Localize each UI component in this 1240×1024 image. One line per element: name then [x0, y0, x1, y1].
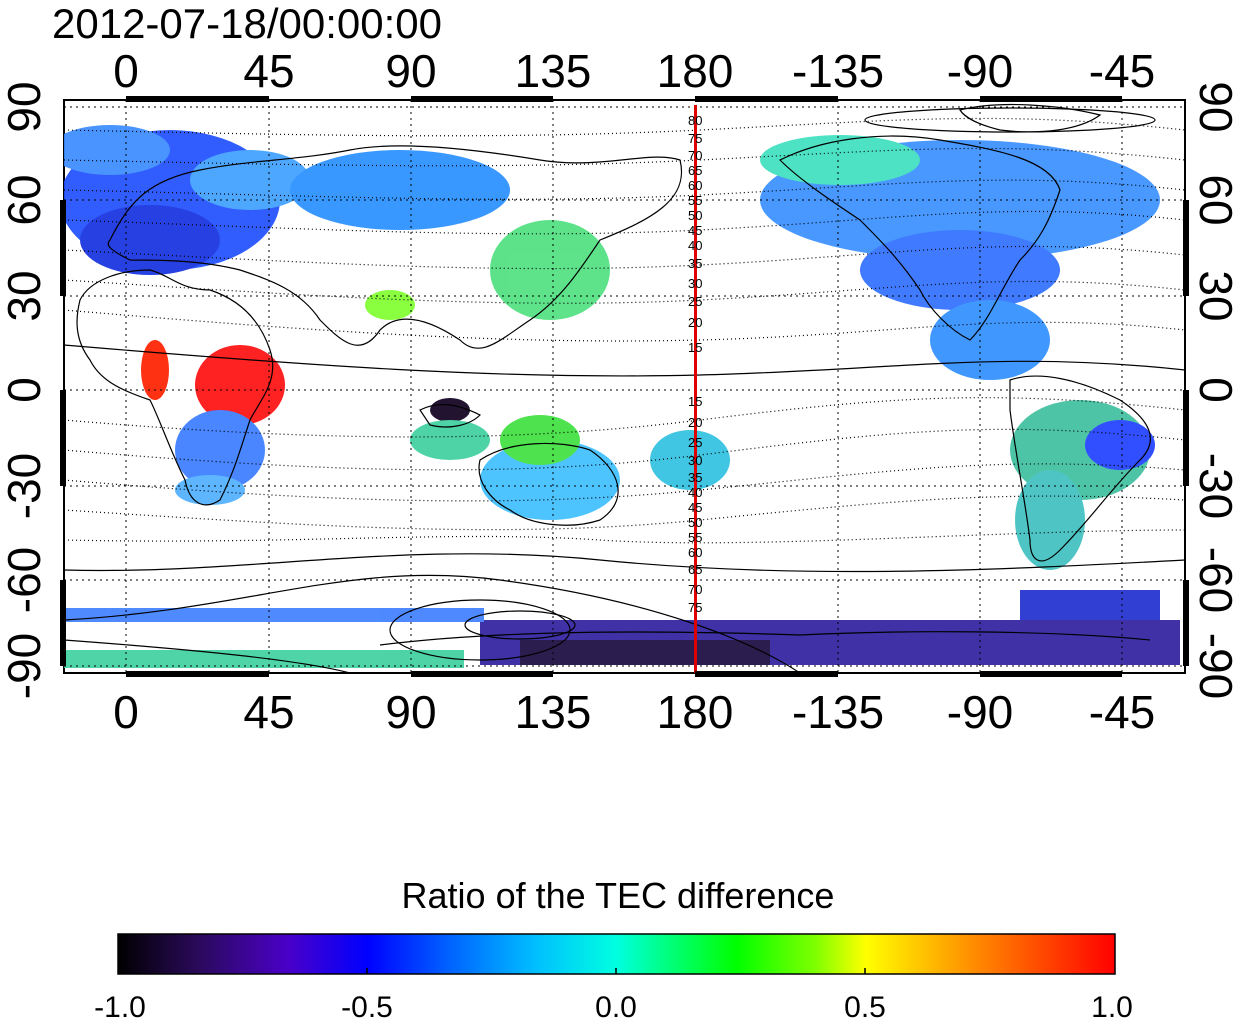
top-lon-axis: 0 45 90 135 180 -135 -90 -45	[113, 45, 1155, 97]
graticule	[64, 100, 1185, 673]
tec-data-layer	[64, 125, 1180, 668]
contour-label-s45: 45	[688, 500, 702, 515]
right-lat-label: 60	[1190, 174, 1240, 225]
contour-label-s50: 50	[688, 515, 702, 530]
bottom-lon-label: -90	[947, 686, 1013, 738]
contour-label-s75: 75	[688, 600, 702, 615]
contour-label-s60: 60	[688, 545, 702, 560]
colorbar-tick-marks	[366, 968, 866, 974]
contour-label-s40: 40	[688, 485, 702, 500]
coastlines	[76, 103, 1151, 646]
contour-label-n20: 20	[688, 315, 702, 330]
bottom-lon-label: 180	[657, 686, 734, 738]
top-lon-label: 45	[243, 45, 294, 97]
figure-title: 2012-07-18/00:00:00	[52, 0, 442, 47]
top-lon-label: 0	[113, 45, 139, 97]
top-lon-label: -90	[947, 45, 1013, 97]
contour-label-n15: 15	[688, 340, 702, 355]
contour-label-n80: 80	[688, 113, 702, 128]
contour-label-n70: 70	[688, 148, 702, 163]
bottom-lon-label: -135	[792, 686, 884, 738]
right-lat-label: -30	[1190, 453, 1240, 519]
contour-label-n55: 55	[688, 193, 702, 208]
contour-label-s70: 70	[688, 582, 702, 597]
left-lat-label: 90	[0, 81, 50, 132]
bottom-lon-label: -45	[1089, 686, 1155, 738]
map-panel: 80 75 70 65 60 55 50 45 40 35 30 25 20 1…	[60, 96, 1189, 677]
colorbar-gradient-bar	[117, 933, 1116, 975]
top-lon-label: -135	[792, 45, 884, 97]
bottom-lon-label: 0	[113, 686, 139, 738]
left-lat-label: 0	[0, 377, 50, 403]
right-lat-label: 30	[1190, 270, 1240, 321]
contour-label-n35: 35	[688, 256, 702, 271]
colorbar-title: Ratio of the TEC difference	[402, 875, 835, 916]
colorbar-tick-label: 1.0	[1091, 991, 1133, 1024]
colorbar-tick-label: -0.5	[341, 991, 393, 1024]
left-lat-label: -60	[0, 547, 50, 613]
contour-label-n60: 60	[688, 178, 702, 193]
contour-label-s25: 25	[688, 435, 702, 450]
contour-label-n75: 75	[688, 131, 702, 146]
bottom-lon-label: 45	[243, 686, 294, 738]
bottom-lon-label: 90	[385, 686, 436, 738]
top-lon-label: 135	[515, 45, 592, 97]
top-lon-label: -45	[1089, 45, 1155, 97]
contour-label-n40: 40	[688, 238, 702, 253]
contour-labels: 80 75 70 65 60 55 50 45 40 35 30 25 20 1…	[688, 113, 702, 615]
contour-label-s65: 65	[688, 562, 702, 577]
contour-label-n65: 65	[688, 163, 702, 178]
contour-label-n45: 45	[688, 223, 702, 238]
right-lat-label: 0	[1190, 377, 1240, 403]
contour-label-n50: 50	[688, 208, 702, 223]
right-lat-label: 90	[1190, 81, 1240, 132]
right-lat-label: -90	[1190, 633, 1240, 699]
frame-ticks	[60, 96, 1189, 677]
left-lat-label: -90	[0, 633, 50, 699]
contour-label-n30: 30	[688, 276, 702, 291]
contour-label-n25: 25	[688, 294, 702, 309]
contour-label-s15: 15	[688, 394, 702, 409]
contour-label-s20: 20	[688, 415, 702, 430]
bottom-lon-label: 135	[515, 686, 592, 738]
colorbar: Ratio of the TEC difference -1.0 -0.5 0.…	[94, 875, 1133, 1024]
colorbar-ticks: -1.0 -0.5 0.0 0.5 1.0	[94, 991, 1133, 1024]
colorbar-tick-label: 0.5	[844, 991, 886, 1024]
contour-label-s30: 30	[688, 453, 702, 468]
colorbar-tick-label: -1.0	[94, 991, 146, 1024]
left-lat-label: -30	[0, 453, 50, 519]
left-lat-label: 60	[0, 174, 50, 225]
contour-label-s55: 55	[688, 530, 702, 545]
top-lon-label: 90	[385, 45, 436, 97]
top-lon-label: 180	[657, 45, 734, 97]
contour-label-s35: 35	[688, 470, 702, 485]
left-lat-label: 30	[0, 270, 50, 321]
right-lat-axis: 90 60 30 0 -30 -60 -90	[1190, 81, 1240, 699]
colorbar-tick-label: 0.0	[595, 991, 637, 1024]
right-lat-label: -60	[1190, 547, 1240, 613]
bottom-lon-axis: 0 45 90 135 180 -135 -90 -45	[113, 686, 1155, 738]
left-lat-axis: 90 60 30 0 -30 -60 -90	[0, 81, 50, 699]
